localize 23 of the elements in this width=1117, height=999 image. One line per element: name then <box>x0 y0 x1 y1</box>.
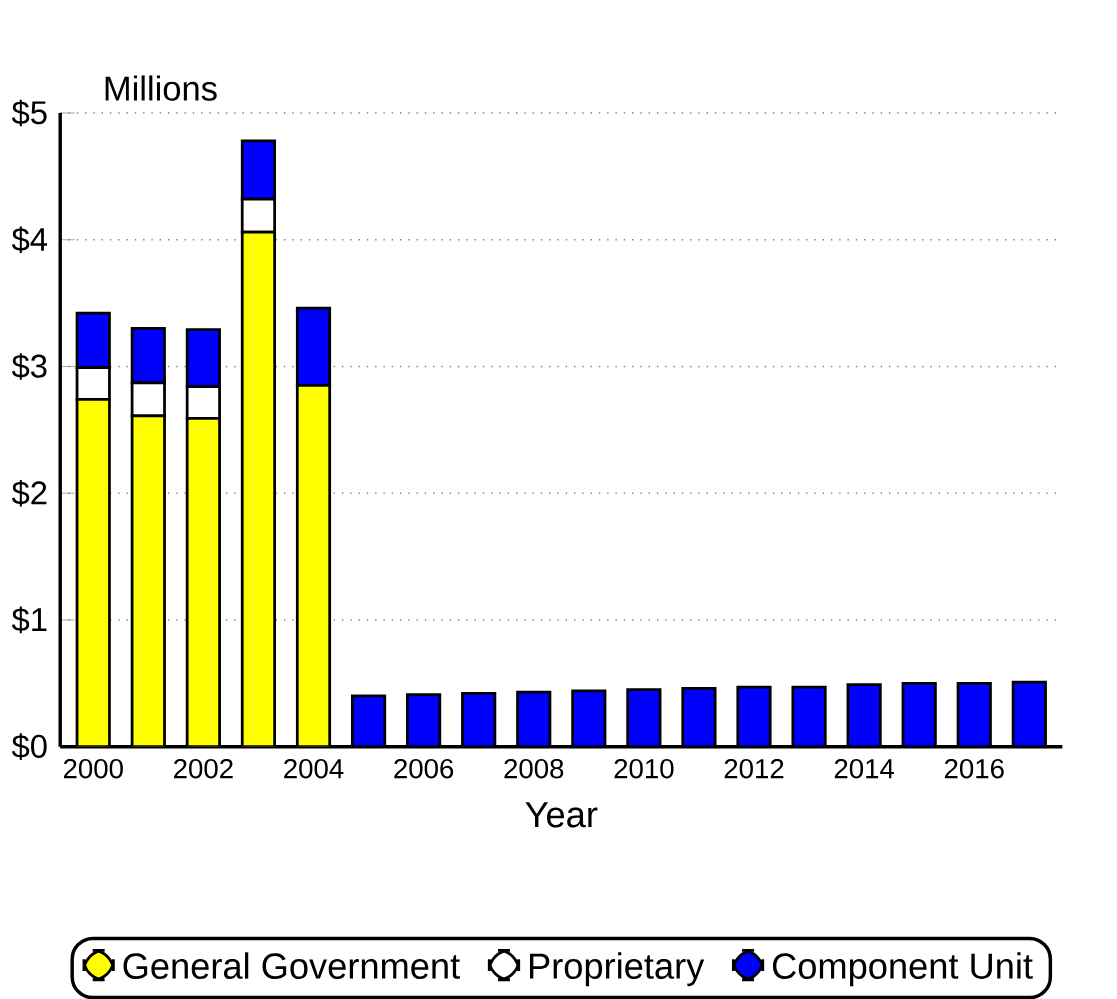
x-axis-title: Year <box>525 802 598 828</box>
x-tick-label: 2012 <box>724 758 784 779</box>
y-tick-label: $2 <box>11 479 47 507</box>
legend-label: General Government <box>123 952 460 979</box>
bar <box>130 381 166 418</box>
y-axis-title: Millions <box>105 75 217 101</box>
bar <box>130 414 166 747</box>
x-tick-label: 2008 <box>504 758 564 779</box>
x-tick-label: 2010 <box>614 758 674 779</box>
x-tick-label: 2006 <box>394 758 454 779</box>
legend-label: Component Unit <box>772 952 1033 986</box>
x-tick-label: 2014 <box>834 758 895 779</box>
y-tick-label: $3 <box>11 352 47 380</box>
x-tick-label: 2016 <box>944 758 1004 779</box>
y-tick-label: $1 <box>11 606 47 634</box>
x-tick-label: 2004 <box>284 758 344 779</box>
bar <box>185 385 221 420</box>
y-tick-label: $5 <box>11 99 47 127</box>
x-tick-label: 2002 <box>174 758 233 779</box>
y-tick-label: $0 <box>11 733 47 760</box>
y-tick-label: $4 <box>11 226 48 253</box>
legend-label: Proprietary <box>529 952 705 986</box>
x-tick-label: 2000 <box>63 758 123 779</box>
